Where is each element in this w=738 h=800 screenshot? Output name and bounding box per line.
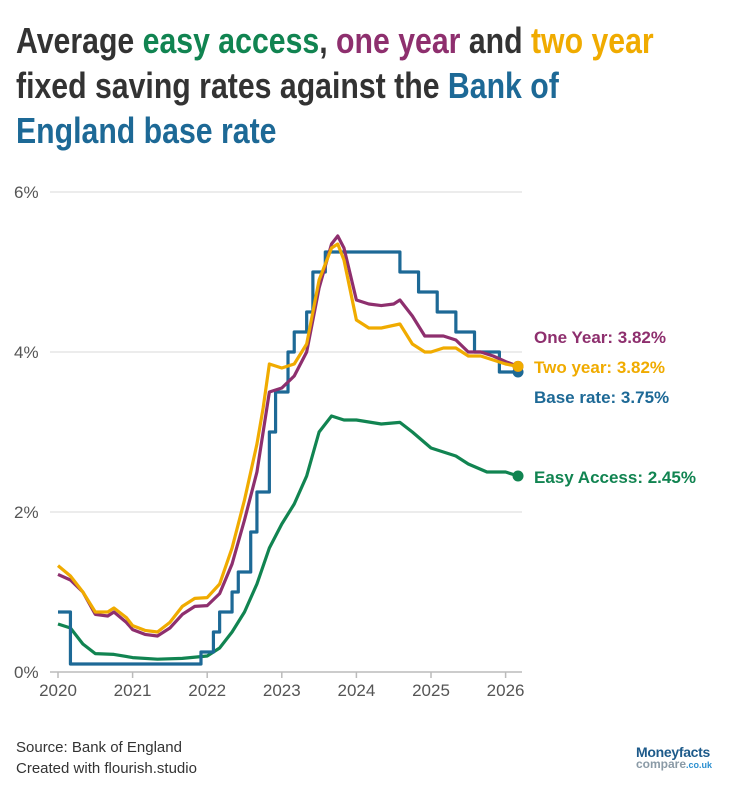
y-axis: 0% 2% 4% 6% — [14, 183, 39, 682]
title-segment: easy access — [142, 20, 320, 61]
chart-title: Average easy access, one year and two ye… — [16, 18, 738, 153]
x-tick-label: 2020 — [39, 681, 77, 700]
title-segment: England base rate — [16, 110, 277, 151]
series-lines — [56, 234, 524, 666]
title-segment: Bank of — [447, 65, 559, 106]
logo-line3: .co.uk — [686, 760, 713, 770]
gridlines — [50, 191, 522, 513]
title-segment: one year — [336, 20, 461, 61]
end-label: Two year: 3.82% — [534, 358, 665, 377]
footer: Source: Bank of England Created with flo… — [16, 737, 197, 779]
title-segment: , — [319, 20, 337, 61]
end-labels: One Year: 3.82% Two year: 3.82% Base rate:… — [534, 328, 696, 487]
x-tick-label: 2023 — [263, 681, 301, 700]
y-tick-label: 4% — [14, 343, 39, 362]
series-line-one-year — [57, 234, 519, 638]
title-line: fixed saving rates against the Bank of — [16, 63, 654, 108]
series-line-two-year — [56, 242, 519, 634]
series-line-easy-access — [57, 414, 519, 661]
x-tick-label: 2022 — [188, 681, 226, 700]
end-label: One Year: 3.82% — [534, 328, 666, 347]
y-tick-label: 2% — [14, 503, 39, 522]
y-tick-label: 6% — [14, 183, 39, 202]
end-point-marker — [512, 470, 524, 482]
title-segment: fixed saving rates against the — [16, 65, 448, 106]
x-tick-label: 2024 — [337, 681, 375, 700]
end-point-marker — [512, 360, 524, 372]
end-label: Base rate: 3.75% — [534, 388, 669, 407]
source-note: Source: Bank of England — [16, 739, 182, 756]
title-line: Average easy access, one year and two ye… — [16, 18, 654, 63]
y-tick-label: 0% — [14, 663, 39, 682]
moneyfacts-logo: Moneyfacts compare.co.uk — [636, 744, 713, 771]
end-label: Easy Access: 2.45% — [534, 468, 696, 487]
title-segment: two year — [530, 20, 654, 61]
logo-line1: Moneyfacts — [636, 744, 711, 760]
x-tick-label: 2025 — [412, 681, 450, 700]
credit-link[interactable]: Created with flourish.studio — [16, 760, 197, 777]
title-line: England base rate — [16, 108, 654, 153]
x-tick-label: 2021 — [114, 681, 152, 700]
series-line-base-rate — [58, 250, 519, 666]
logo-line2: compare — [636, 757, 687, 771]
x-tick-label: 2026 — [487, 681, 525, 700]
title-segment: Average — [16, 20, 143, 61]
x-axis: 2020 2021 2022 2023 2024 2025 2026 — [39, 671, 525, 700]
line-chart: 0% 2% 4% 6% 2020 2021 2022 2023 2024 2025 2026 On… — [14, 183, 696, 700]
title-segment: and — [460, 20, 531, 61]
